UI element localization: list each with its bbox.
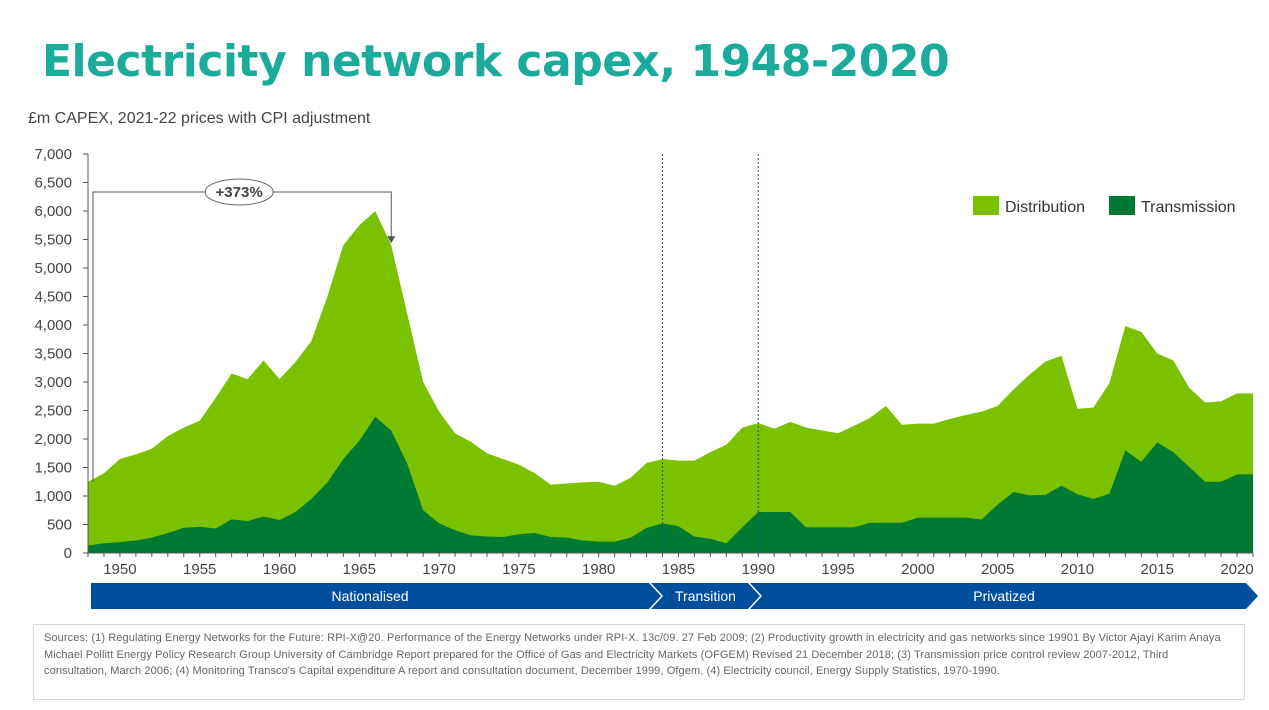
x-tick-label: 2020 (1220, 561, 1253, 578)
y-tick-label: 4,500 (34, 289, 72, 306)
y-tick-label: 4,000 (34, 317, 72, 334)
phase-nationalised (91, 583, 661, 609)
sources-note: Sources: (1) Regulating Energy Networks … (33, 624, 1245, 700)
area-transmission (88, 416, 1253, 553)
x-tick-label: 2015 (1141, 561, 1174, 578)
x-tick-label: 2010 (1061, 561, 1094, 578)
y-tick-label: 5,000 (34, 260, 72, 277)
y-tick-label: 2,500 (34, 403, 72, 420)
x-tick-label: 1975 (502, 561, 535, 578)
phase-label-transition: Transition (675, 588, 736, 604)
y-tick-label: 5,500 (34, 232, 72, 249)
x-tick-label: 1980 (582, 561, 615, 578)
y-tick-label: 2,000 (34, 431, 72, 448)
phase-transition (651, 583, 760, 609)
y-tick-label: 6,000 (34, 203, 72, 220)
x-tick-label: 1985 (662, 561, 695, 578)
phase-privatized (750, 583, 1258, 609)
y-tick-label: 3,000 (34, 374, 72, 391)
annotation-arrowhead (387, 236, 396, 244)
y-tick-label: 500 (47, 517, 72, 534)
capex-area-chart: 0 500 1,000 1,500 2,000 2,500 3,000 3,500 4,000 4… (34, 146, 1258, 609)
x-tick-label: 1970 (422, 561, 455, 578)
x-tick-label: 1990 (742, 561, 775, 578)
y-tick-label: 1,500 (34, 460, 72, 477)
legend-swatch-transmission (1109, 196, 1135, 215)
y-tick-label: 0 (64, 545, 72, 562)
page-title: Electricity network capex, 1948-2020 (42, 36, 950, 87)
chart-subtitle: £m CAPEX, 2021-22 prices with CPI adjust… (28, 110, 371, 127)
x-tick-label: 1950 (103, 561, 136, 578)
x-tick-label: 2000 (901, 561, 934, 578)
x-tick-label: 2005 (981, 561, 1014, 578)
y-tick-label: 3,500 (34, 346, 72, 363)
y-tick-label: 7,000 (34, 146, 72, 163)
legend-swatch-distribution (973, 196, 999, 215)
x-tick-label: 1955 (183, 561, 216, 578)
y-tick-label: 6,500 (34, 175, 72, 192)
annotation-label: +373% (216, 184, 263, 201)
annotation-bubble (204, 178, 274, 206)
x-tick-label: 1995 (821, 561, 854, 578)
x-tick-label: 1960 (263, 561, 296, 578)
legend-label-transmission: Transmission (1141, 199, 1236, 216)
legend-label-distribution: Distribution (1005, 199, 1085, 216)
x-tick-label: 1965 (343, 561, 376, 578)
y-tick-label: 1,000 (34, 488, 72, 505)
phase-label-privatized: Privatized (973, 588, 1034, 604)
phase-label-nationalised: Nationalised (331, 588, 408, 604)
